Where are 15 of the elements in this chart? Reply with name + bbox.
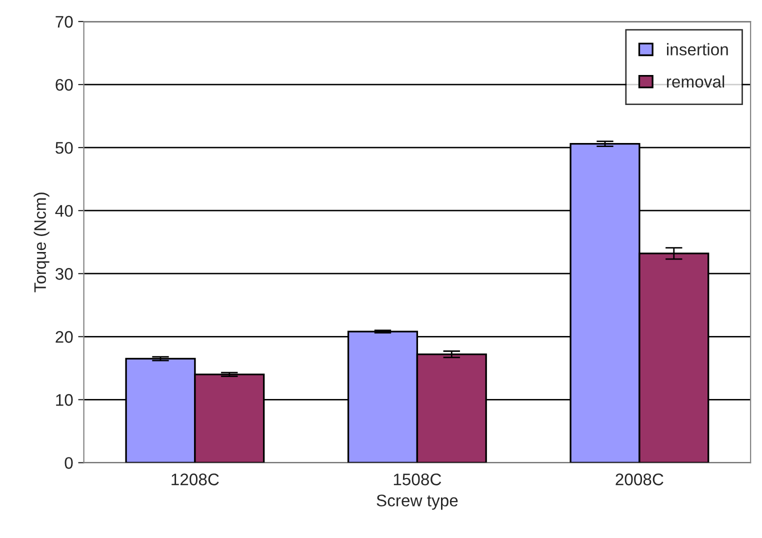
y-tick-label: 20 (56, 331, 73, 343)
y-tick-label: 40 (55, 204, 73, 217)
y-tick-label: 50 (56, 142, 73, 154)
y-tick-label: 10 (56, 394, 73, 406)
y-axis-title: Torque (Ncm) (34, 192, 50, 292)
x-tick-label: 2008C (616, 474, 664, 486)
y-tick-label: 60 (56, 78, 73, 91)
legend-label: insertion (667, 43, 728, 56)
y-tick-label: 0 (64, 457, 73, 469)
x-tick-label: 1208C (172, 474, 219, 486)
legend-label: removal (667, 75, 724, 88)
y-tick-label: 30 (56, 268, 73, 280)
y-tick-label: 70 (56, 16, 73, 28)
x-tick-label: 1508C (394, 474, 442, 486)
x-axis-title: Screw type (376, 494, 458, 510)
